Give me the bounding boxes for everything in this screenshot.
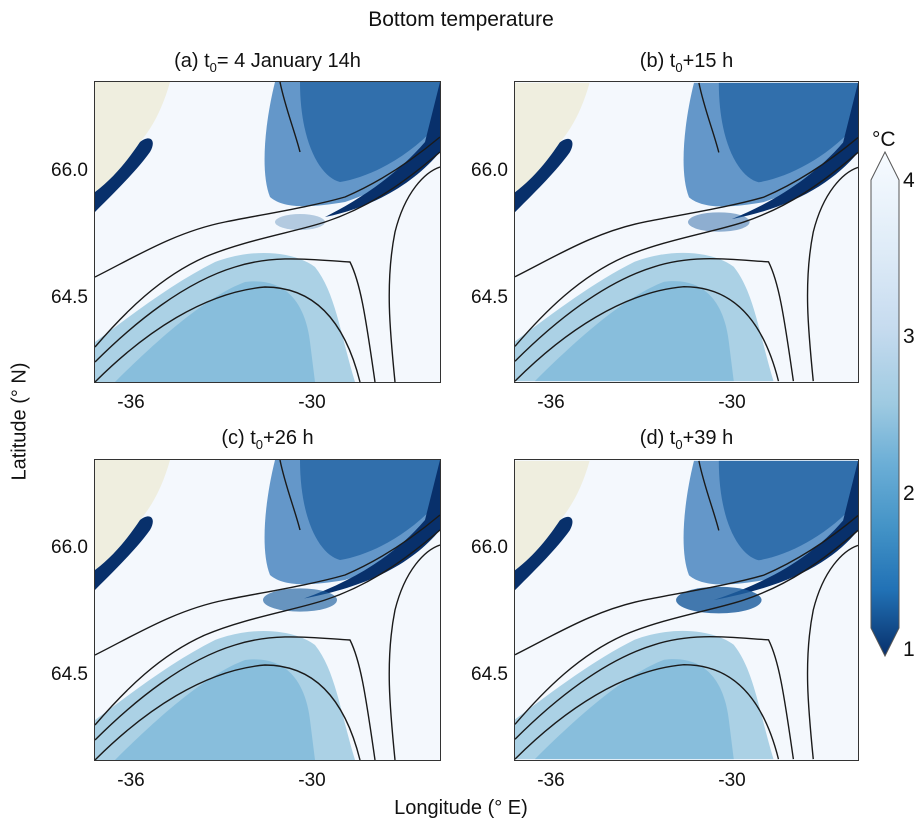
bathymetry-contour: [95, 664, 361, 760]
bathymetry-contour: [388, 166, 440, 382]
map-panel-a: [94, 81, 441, 383]
bathymetry-contour: [388, 544, 440, 760]
bathymetry-contour: [515, 636, 795, 760]
colorbar: [870, 150, 900, 658]
coastal-cold-current: [95, 138, 153, 212]
y-tick-label: 66.0: [471, 537, 508, 558]
bathymetry-contour: [95, 136, 440, 278]
bathymetry-contour: [515, 151, 858, 347]
colorbar-unit: °C: [872, 128, 896, 151]
panel-b-title: (b) t0+15 h: [639, 50, 734, 75]
colorbar-tick-label: 2: [903, 482, 915, 505]
greenland-land: [515, 460, 590, 571]
cold-water-core: [300, 82, 440, 182]
coastal-cold-current: [515, 138, 573, 213]
bathymetry-contour: [95, 636, 376, 760]
bathymetry-contour: [95, 151, 440, 348]
panel-c-title: (c) t0+26 h: [221, 427, 314, 452]
colorbar-tick-label: 1: [903, 638, 915, 661]
cold-overflow-plume: [304, 460, 440, 599]
southern-basin-core: [534, 659, 734, 760]
bathymetry-contour: [806, 166, 858, 382]
bathymetry-contour: [279, 460, 301, 531]
bathymetry-contour: [95, 529, 440, 726]
bathymetry-contour: [806, 544, 858, 760]
cold-water-core: [718, 460, 858, 561]
x-tick-label: -36: [537, 392, 565, 413]
y-tick-label: 66.0: [471, 160, 508, 181]
bathymetry-contour: [95, 514, 440, 656]
x-tick-label: -30: [718, 392, 746, 413]
y-tick-label: 64.5: [51, 287, 88, 308]
y-tick-label: 64.5: [471, 664, 508, 685]
bathymetry-contour: [515, 285, 780, 382]
y-tick-label: 64.5: [471, 287, 508, 308]
map-panel-c: [94, 459, 441, 761]
coastal-cold-current: [515, 516, 573, 591]
strait-cold-patch: [687, 212, 750, 232]
cold-water-core: [300, 460, 440, 560]
cold-overflow-plume: [325, 82, 440, 217]
bathymetry-contour: [95, 286, 361, 382]
bathymetry-contour: [515, 137, 858, 278]
bathymetry-contour: [515, 258, 795, 382]
southern-basin-core: [534, 281, 734, 382]
strait-cold-patch: [676, 586, 762, 614]
cold-water-core: [718, 82, 858, 183]
greenland-land: [95, 460, 170, 570]
cold-overflow-plume: [731, 82, 858, 220]
strait-cold-patch: [275, 214, 325, 230]
y-axis-label: Latitude (° N): [8, 362, 31, 481]
bathymetry-contour: [698, 460, 720, 531]
y-tick-label: 66.0: [51, 537, 88, 558]
y-tick-label: 64.5: [51, 664, 88, 685]
figure-title: Bottom temperature: [368, 8, 554, 31]
southern-basin-core: [115, 281, 315, 382]
cold-overflow-plume: [713, 460, 858, 601]
bathymetry-contour: [698, 82, 720, 153]
bathymetry-contour: [95, 258, 376, 382]
colorbar-tick-label: 3: [903, 325, 915, 348]
x-tick-label: -36: [117, 392, 145, 413]
map-panel-d: [514, 459, 859, 761]
strait-cold-patch: [263, 588, 337, 612]
panel-d-title: (d) t0+39 h: [639, 427, 734, 452]
colorbar-tick-label: 4: [903, 169, 915, 192]
y-tick-label: 66.0: [51, 160, 88, 181]
x-tick-label: -36: [537, 770, 565, 791]
x-tick-label: -36: [117, 770, 145, 791]
x-tick-label: -30: [718, 770, 746, 791]
southern-basin-core: [115, 659, 315, 760]
bathymetry-contour: [515, 663, 780, 760]
bathymetry-contour: [515, 515, 858, 656]
greenland-land: [95, 82, 170, 192]
coastal-cold-current: [95, 516, 153, 590]
x-axis-label: Longitude (° E): [394, 797, 528, 819]
x-tick-label: -30: [298, 770, 326, 791]
panel-a-title: (a) t0= 4 January 14h: [174, 50, 361, 75]
x-tick-label: -30: [298, 392, 326, 413]
greenland-land: [515, 82, 590, 193]
map-panel-b: [514, 81, 859, 383]
bathymetry-contour: [515, 529, 858, 725]
bathymetry-contour: [279, 82, 301, 153]
